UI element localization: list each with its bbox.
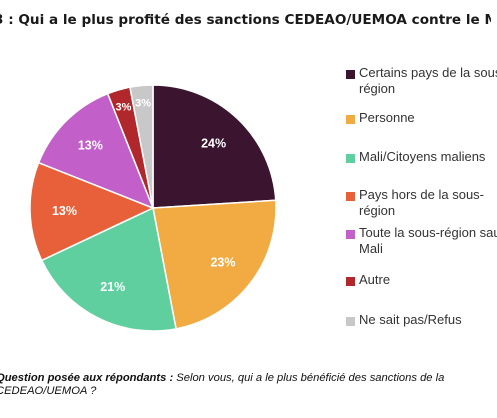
slice-data-label: 13% (78, 138, 103, 152)
slice-data-label: 3% (116, 101, 132, 113)
legend-swatch (346, 230, 355, 239)
pie-slice (152, 199, 277, 330)
slice-data-label: 21% (100, 280, 125, 294)
legend-label: Certains pays de la sous-région (359, 65, 497, 96)
slice-data-label: 23% (210, 255, 235, 269)
pie-slice (152, 84, 277, 209)
legend-label: Pays hors de la sous-région (359, 187, 485, 218)
legend-label: Autre (359, 272, 391, 287)
legend-label: Mali/Citoyens maliens (359, 149, 486, 164)
legend-swatch (346, 277, 355, 286)
legend-swatch (346, 154, 355, 163)
footnote-question-label: Question posée aux répondants : (0, 372, 174, 384)
legend-label: Personne (359, 110, 415, 125)
legend-swatch (346, 192, 355, 201)
pie-slice (29, 161, 155, 262)
pie-slice (37, 92, 155, 210)
slice-data-label: 24% (201, 136, 226, 150)
pie-slice (129, 84, 154, 209)
slice-data-label: 3% (135, 98, 151, 110)
legend-swatch (346, 317, 355, 326)
chart-title: 3 : Qui a le plus profité des sanctions … (0, 12, 491, 28)
legend-label: Toute la sous-région sauf le Mali (359, 225, 497, 256)
footnote: Question posée aux répondants : Selon vo… (0, 372, 496, 398)
legend-label: Ne sait pas/Refus (359, 312, 462, 327)
pie-slice (40, 206, 177, 332)
legend-swatch (346, 70, 355, 79)
legend-swatch (346, 115, 355, 124)
slice-data-label: 13% (52, 204, 77, 218)
footnote-question-text: Selon vous, qui a le plus bénéficié des … (0, 372, 445, 397)
